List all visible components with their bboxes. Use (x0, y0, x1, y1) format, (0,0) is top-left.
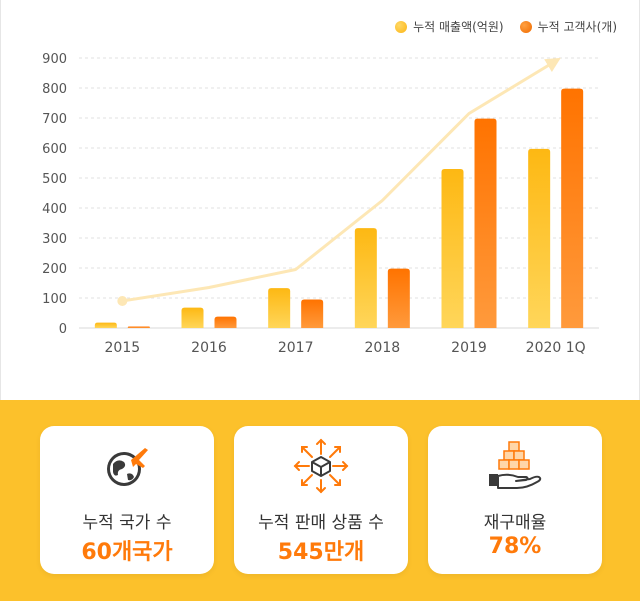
y-tick-label: 600 (42, 142, 67, 157)
trend-start-point (117, 296, 128, 306)
globe-plane-icon (107, 448, 148, 486)
bar-sales (441, 169, 464, 328)
legend-item-customers: 누적 고객사(개) (519, 18, 617, 35)
x-tick-label: 2019 (451, 340, 487, 356)
y-tick-label: 300 (42, 232, 67, 247)
legend-label-customers: 누적 고객사(개) (537, 20, 617, 34)
trend-arrow-line (122, 57, 561, 303)
bar-sales (268, 288, 291, 328)
bar-sales (354, 228, 377, 328)
bar-sales (528, 148, 551, 328)
bar-customers (127, 326, 150, 328)
box-arrows-icon (293, 438, 349, 494)
x-tick-label: 2018 (365, 340, 401, 356)
bar-customers (387, 268, 410, 328)
y-tick-label: 700 (42, 112, 67, 127)
hand-boxes-icon (489, 441, 542, 489)
bar-sales (181, 307, 204, 328)
x-tick-label: 2015 (105, 340, 141, 356)
y-tick-label: 400 (42, 202, 67, 217)
y-tick-label: 500 (42, 172, 67, 187)
legend-item-sales: 누적 매출액(억원) (395, 18, 504, 35)
x-tick-label: 2017 (278, 340, 314, 356)
stat-card-countries: 누적 국가 수 60개국가 (40, 426, 214, 574)
y-tick-label: 0 (59, 322, 67, 337)
stat-label-products: 누적 판매 상품 수 (258, 513, 384, 533)
bar-customers (474, 118, 497, 328)
chart-legend: 누적 매출액(억원) 누적 고객사(개) (395, 18, 617, 35)
bar-customers (301, 299, 324, 328)
stat-value-repurchase: 78% (488, 534, 542, 559)
x-tick-label: 2016 (191, 340, 227, 356)
stat-label-countries: 누적 국가 수 (82, 513, 172, 533)
y-tick-label: 900 (42, 52, 67, 67)
legend-dot-sales (395, 20, 408, 33)
stat-value-countries: 60개국가 (81, 540, 173, 565)
y-tick-label: 100 (42, 292, 67, 307)
chart-area: 0 100 200 300 400 500 600 700 800 900 2015 2016 2017… (0, 0, 640, 400)
legend-dot-customers (519, 20, 532, 33)
y-tick-label: 200 (42, 262, 67, 277)
bar-customers (561, 88, 584, 328)
bar-chart: 0 100 200 300 400 500 600 700 800 900 2015 2016 2017… (42, 52, 599, 356)
bar-customers (214, 316, 237, 328)
stats-band: 누적 국가 수 60개국가 누적 판매 상품 수 545만개 (0, 400, 640, 601)
stat-card-repurchase: 재구매율 78% (428, 426, 602, 574)
bar-sales (94, 322, 117, 328)
legend-label-sales: 누적 매출액(억원) (413, 20, 504, 34)
stat-value-products: 545만개 (277, 540, 365, 565)
stat-label-repurchase: 재구매율 (483, 513, 547, 533)
y-tick-label: 800 (42, 82, 67, 97)
x-tick-label: 2020 1Q (526, 340, 586, 356)
stat-card-products: 누적 판매 상품 수 545만개 (234, 426, 408, 574)
